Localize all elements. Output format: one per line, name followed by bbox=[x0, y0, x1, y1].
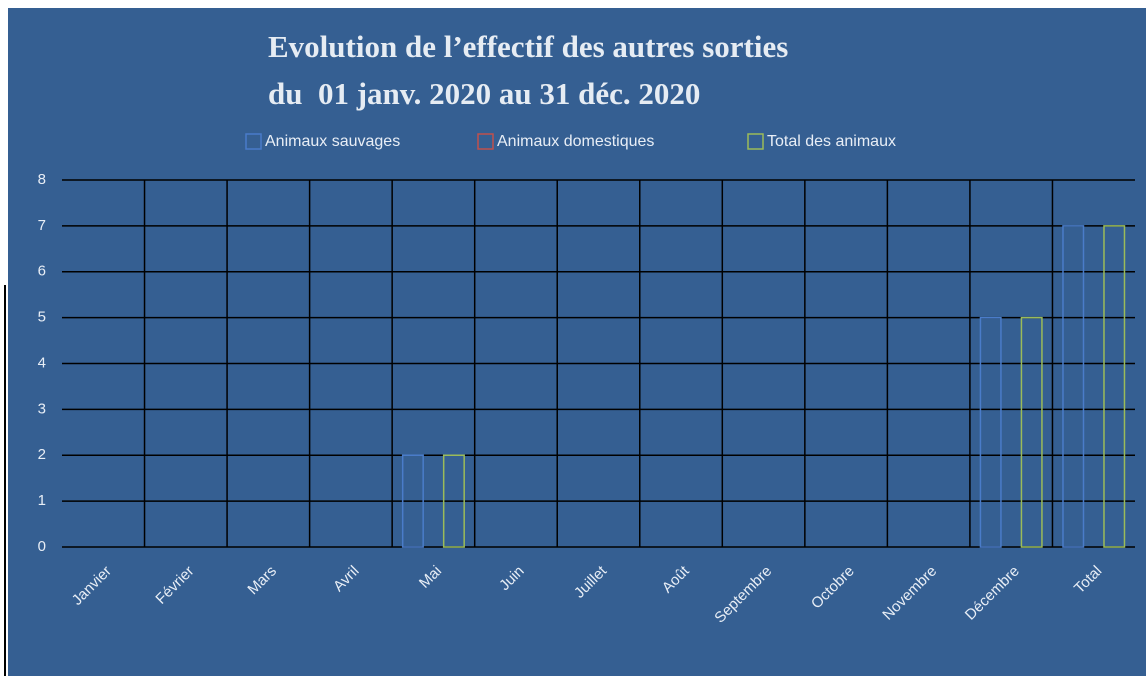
y-tick-label: 2 bbox=[38, 446, 46, 463]
y-tick-label: 6 bbox=[38, 263, 46, 280]
y-tick-label: 1 bbox=[38, 492, 46, 509]
legend-label: Animaux domestiques bbox=[497, 133, 654, 150]
bar bbox=[442, 454, 465, 548]
bar bbox=[1020, 316, 1043, 548]
legend-swatch bbox=[477, 133, 494, 150]
y-tick-label: 5 bbox=[38, 309, 46, 326]
legend-label: Total des animaux bbox=[767, 133, 896, 150]
chart-title: Evolution de l’effectif des autres sorti… bbox=[268, 29, 788, 64]
y-tick-label: 7 bbox=[38, 217, 46, 234]
legend-swatch bbox=[747, 133, 764, 150]
y-tick-label: 4 bbox=[38, 354, 46, 371]
y-tick-label: 3 bbox=[38, 400, 46, 417]
chart-background bbox=[8, 8, 1146, 676]
chart-subtitle: du 01 janv. 2020 au 31 déc. 2020 bbox=[268, 76, 700, 111]
y-tick-label: 8 bbox=[38, 171, 46, 188]
legend-swatch bbox=[245, 133, 262, 150]
legend-label: Animaux sauvages bbox=[265, 133, 400, 150]
bar bbox=[401, 454, 424, 548]
bar bbox=[979, 316, 1002, 548]
bar bbox=[1062, 225, 1085, 548]
y-tick-label: 0 bbox=[38, 538, 46, 555]
bar bbox=[1103, 225, 1126, 548]
